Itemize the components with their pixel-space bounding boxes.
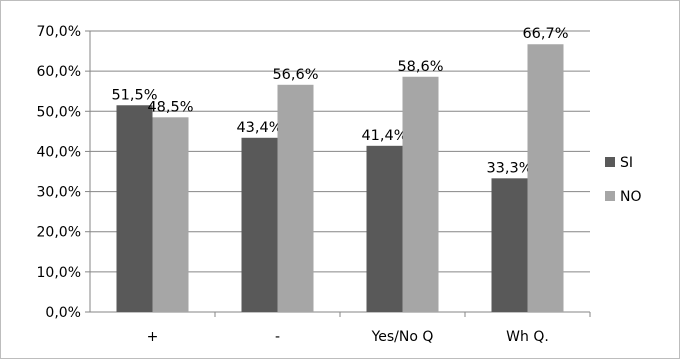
y-tick-label: 40,0% [37, 144, 81, 160]
x-tick-label: Wh Q. [506, 329, 549, 345]
bar-si [491, 178, 528, 312]
data-label: 33,3% [486, 160, 532, 176]
bar-no [527, 44, 564, 313]
x-tick-label: Yes/No Q [371, 329, 434, 345]
legend-swatch-si [605, 157, 615, 167]
bar-si [241, 137, 278, 312]
x-tick-label: + [147, 329, 159, 345]
y-tick-label: 70,0% [37, 24, 81, 40]
x-tick-label: - [275, 329, 280, 345]
y-tick-label: 0,0% [45, 305, 81, 321]
bar-si [366, 145, 403, 312]
data-label: 66,7% [522, 26, 568, 42]
data-label: 58,6% [397, 59, 443, 75]
legend-label: NO [620, 189, 642, 205]
bar-no [277, 84, 314, 312]
bar-no [152, 117, 189, 312]
legend-swatch-no [605, 191, 615, 201]
data-label: 56,6% [272, 67, 318, 83]
data-label: 48,5% [147, 99, 193, 115]
bar-no [402, 76, 439, 313]
y-tick-label: 30,0% [37, 185, 81, 201]
legend-label: SI [620, 155, 633, 171]
y-tick-label: 10,0% [37, 265, 81, 281]
data-label: 43,4% [236, 120, 282, 136]
data-label: 51,5% [111, 87, 157, 103]
bar-si [116, 105, 153, 312]
y-tick-label: 50,0% [37, 104, 81, 120]
y-tick-label: 60,0% [37, 64, 81, 80]
data-label: 41,4% [361, 128, 407, 144]
y-tick-label: 20,0% [37, 225, 81, 241]
